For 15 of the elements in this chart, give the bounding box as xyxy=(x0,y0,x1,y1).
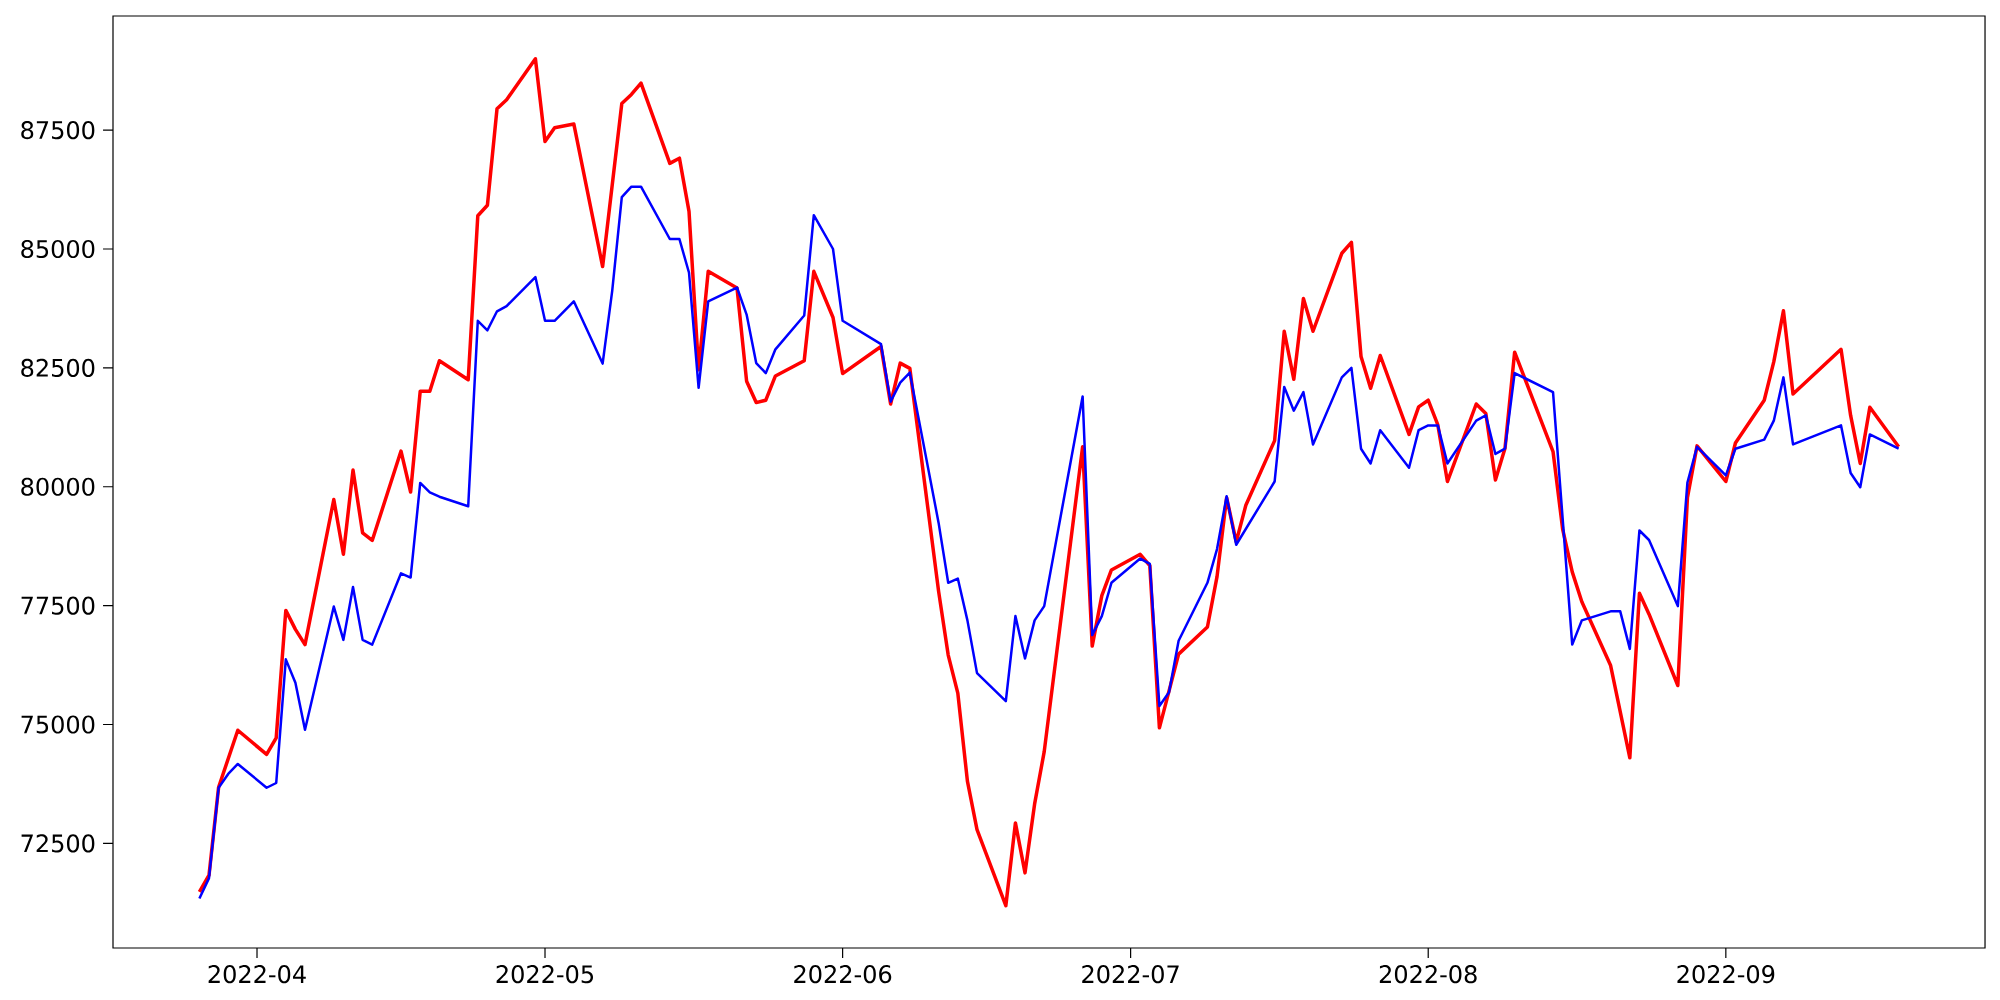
y-tick-label: 82500 xyxy=(21,358,95,377)
x-tick-label: 2022-06 xyxy=(794,965,892,984)
y-tick-label: 85000 xyxy=(21,239,95,259)
x-tick-label: 2022-09 xyxy=(1677,965,1775,984)
y-tick-label: 87500 xyxy=(21,121,95,140)
y-tick-label: 80000 xyxy=(21,477,95,496)
y-tick-label: 75000 xyxy=(21,715,95,734)
line-series xyxy=(197,57,1901,908)
x-tick-label: 2022-07 xyxy=(1082,965,1179,984)
line-series xyxy=(198,185,1900,900)
y-tick-label: 72500 xyxy=(21,834,95,853)
x-tick-label: 2022-05 xyxy=(496,965,594,984)
x-tick-label: 2022-08 xyxy=(1379,965,1477,984)
y-tick-label: 77500 xyxy=(21,596,95,615)
x-tick-label: 2022-04 xyxy=(208,965,306,984)
